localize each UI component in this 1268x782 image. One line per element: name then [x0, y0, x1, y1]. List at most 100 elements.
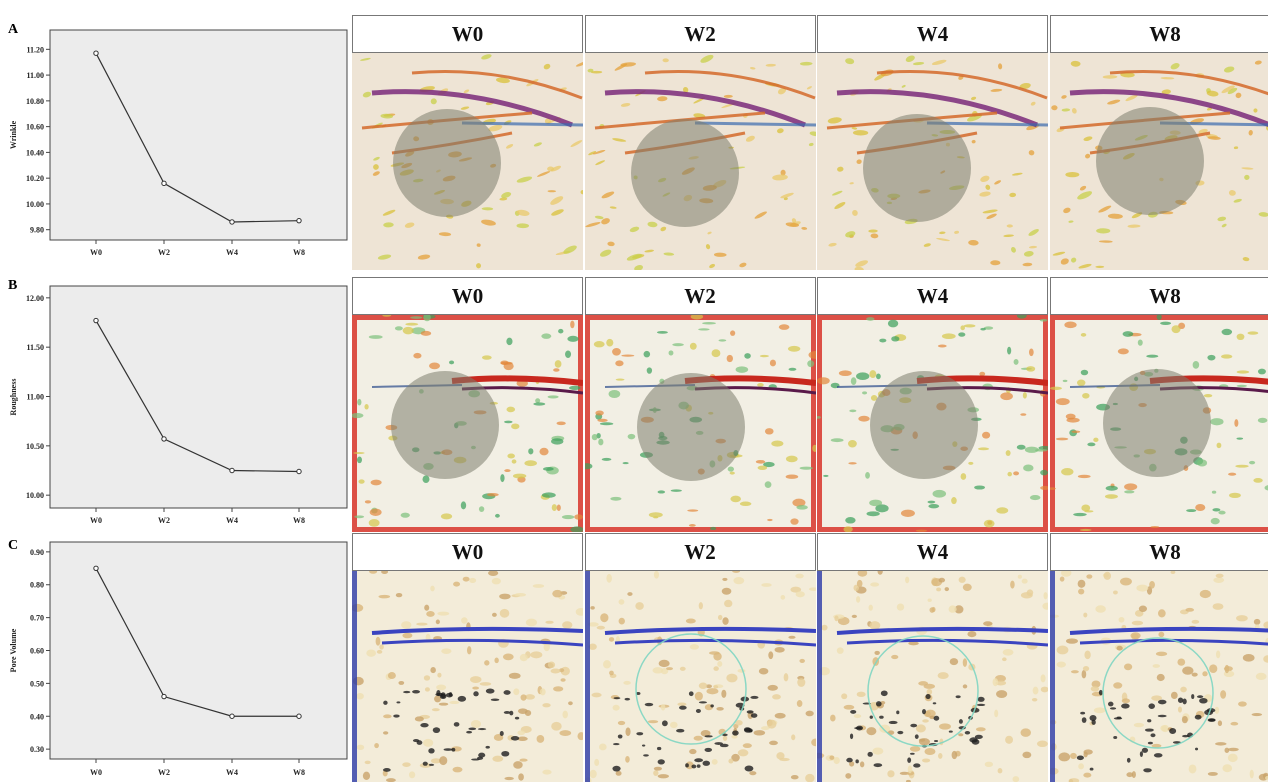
- photo-header: W8: [1049, 533, 1268, 571]
- pore-volume-line-chart: 0.30 0.40 0.50 0.60 0.70 0.80 0.90 W0 W2 W4 W8 Pore…: [9, 541, 348, 777]
- y-tick-label: 0.90: [30, 548, 44, 557]
- photo-header: W2: [584, 277, 816, 315]
- skin-analysis-image: [352, 53, 583, 270]
- y-tick-label: 11.00: [26, 393, 44, 402]
- y-axis-label: Pore Volume: [9, 628, 18, 672]
- series-line: [95, 320, 300, 473]
- panel-c: C 0.30 0.40 0.50 0.60 0.70 0.80 0.90 W0 W2 W4 W8 Po…: [0, 532, 1268, 782]
- x-tick-label: W0: [90, 516, 102, 525]
- photo-header: W8: [1049, 15, 1268, 53]
- x-tick-label: W2: [158, 248, 170, 257]
- data-point: [229, 467, 235, 474]
- photo-cell-w0: W0: [352, 277, 583, 532]
- x-tick-label: W8: [293, 516, 305, 525]
- data-point: [93, 50, 99, 56]
- y-tick-label: 0.60: [30, 647, 44, 656]
- skin-analysis-image: [1049, 571, 1268, 782]
- photo-cell-w4: W4: [817, 277, 1048, 532]
- photo-header: W0: [352, 533, 583, 571]
- photo-header: W4: [817, 277, 1048, 315]
- photo-cell-w4: W4: [817, 533, 1048, 782]
- x-tick-label: W4: [226, 768, 238, 777]
- photo-cell-w2: W2: [584, 15, 816, 270]
- y-tick-label: 11.20: [26, 45, 44, 54]
- data-point: [161, 180, 167, 187]
- x-tick-label: W2: [158, 516, 170, 525]
- photo-cell-w2: W2: [584, 533, 816, 782]
- x-tick-label: W4: [226, 516, 238, 525]
- y-tick-label: 10.40: [26, 148, 44, 157]
- y-tick-label: 11.00: [26, 71, 44, 80]
- y-tick-label: 10.20: [26, 174, 44, 183]
- x-tick-label: W0: [90, 248, 102, 257]
- photo-cell-w8: W8: [1049, 533, 1268, 782]
- analysis-region-circle: [867, 635, 979, 747]
- skin-analysis-image: [584, 315, 816, 532]
- series-line: [95, 568, 299, 717]
- y-tick-label: 10.50: [26, 442, 44, 451]
- photo-cell-w8: W8: [1049, 15, 1268, 270]
- y-tick-label: 0.50: [30, 679, 44, 688]
- y-axis-label: Wrinkle: [9, 120, 18, 149]
- analysis-region-circle: [636, 373, 745, 481]
- y-tick-label: 12.00: [26, 294, 44, 303]
- x-tick-label: W8: [293, 248, 305, 257]
- analysis-region-circle: [870, 371, 978, 479]
- analysis-region-circle: [393, 109, 501, 217]
- data-point: [296, 468, 302, 475]
- photo-header: W4: [817, 15, 1048, 53]
- photo-header: W0: [352, 15, 583, 53]
- data-point: [93, 317, 99, 324]
- analysis-region-circle: [634, 633, 747, 745]
- y-tick-label: 10.00: [26, 491, 44, 500]
- analysis-region-circle: [630, 119, 739, 227]
- roughness-line-chart: 10.00 10.50 11.00 11.50 12.00 W0 W2 W4 W8 Roughne…: [9, 285, 348, 525]
- y-tick-label: 10.60: [26, 123, 44, 132]
- photo-header: W2: [584, 533, 816, 571]
- skin-analysis-image: [817, 315, 1048, 532]
- photo-header: W2: [584, 15, 816, 53]
- photo-header: W4: [817, 533, 1048, 571]
- wrinkle-photo-strip: W0 W2 W4 W8: [352, 15, 1268, 271]
- panel-letter: B: [8, 278, 18, 293]
- panel-letter: C: [8, 538, 19, 553]
- y-tick-label: 0.70: [30, 614, 44, 623]
- photo-cell-w8: W8: [1049, 277, 1268, 532]
- analysis-region-circle: [863, 114, 971, 222]
- photo-cell-w0: W0: [352, 15, 583, 270]
- panel-a: A 9.80 10.00 10.20 10.40 10.60 10.80 11.00 11.2…: [0, 0, 1268, 270]
- y-tick-label: 11.50: [26, 343, 44, 352]
- wrinkle-line-chart: 9.80 10.00 10.20 10.40 10.60 10.80 11.00 11.20 W…: [9, 29, 348, 257]
- x-tick-label: W2: [158, 768, 170, 777]
- data-point: [296, 217, 302, 224]
- photo-cell-w4: W4: [817, 15, 1048, 270]
- y-tick-label: 0.30: [30, 745, 44, 754]
- skin-analysis-image: [584, 53, 816, 270]
- skin-analysis-image: [352, 315, 583, 532]
- panel-letter: A: [8, 22, 19, 37]
- x-tick-label: W8: [293, 768, 305, 777]
- data-point: [229, 219, 235, 225]
- data-point: [296, 713, 302, 719]
- plot-area: [49, 541, 348, 760]
- panel-b: B 10.00 10.50 11.00 11.50 12.00 W0 W2 W4 W8 Rough…: [0, 270, 1268, 532]
- analysis-region-circle: [1095, 107, 1204, 215]
- y-tick-label: 0.40: [30, 712, 44, 721]
- y-tick-label: 10.80: [26, 97, 44, 106]
- photo-header: W0: [352, 277, 583, 315]
- y-tick-label: 9.80: [30, 226, 44, 235]
- roughness-photo-strip: W0 W2 W4 W8: [352, 277, 1268, 533]
- analysis-region-circle: [391, 371, 499, 479]
- skin-analysis-image: [584, 571, 816, 782]
- series-line: [95, 52, 300, 223]
- x-tick-label: W0: [90, 768, 102, 777]
- y-tick-label: 0.80: [30, 581, 44, 590]
- photo-cell-w2: W2: [584, 277, 816, 532]
- skin-analysis-image: [817, 571, 1048, 782]
- analysis-region-circle: [1102, 369, 1211, 477]
- analysis-region-circle: [1101, 637, 1214, 749]
- y-axis-label: Roughness: [9, 379, 18, 416]
- x-tick-label: W4: [226, 248, 238, 257]
- data-point: [161, 693, 167, 700]
- pore-volume-photo-strip: W0 W2 W4 W8: [352, 533, 1268, 782]
